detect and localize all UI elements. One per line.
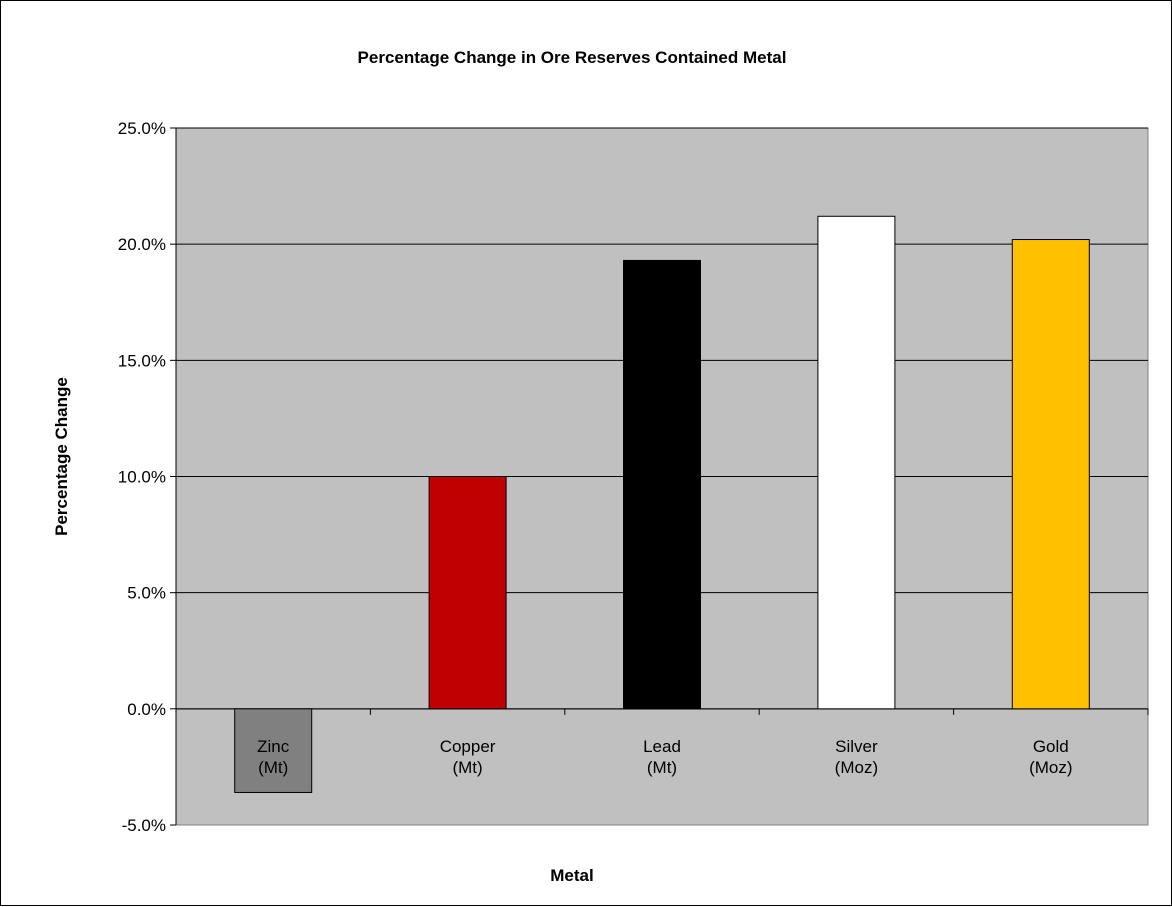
x-axis-title: Metal: [550, 866, 593, 885]
bar-lead: [623, 259, 701, 710]
bar-silver: [817, 215, 896, 710]
category-label: (Moz): [1029, 758, 1072, 777]
bar-zinc: [234, 708, 313, 793]
bar-gold: [1011, 239, 1090, 710]
y-tick-label: 0.0%: [127, 700, 166, 719]
y-tick-label: 25.0%: [118, 119, 166, 138]
category-label: Lead: [643, 737, 681, 756]
category-label: (Mt): [647, 758, 677, 777]
category-label: Zinc: [257, 737, 290, 756]
plot-area: 25.0% 20.0% 15.0% 10.0% 5.0% 0.0% -5.0% Zinc (Mt…: [118, 119, 1149, 835]
category-label: (Mt): [452, 758, 482, 777]
y-tick-label: 15.0%: [118, 351, 166, 370]
category-label: (Moz): [835, 758, 878, 777]
chart-title: Percentage Change in Ore Reserves Contai…: [358, 48, 787, 67]
y-tick-label: 20.0%: [118, 235, 166, 254]
category-label: Copper: [440, 737, 496, 756]
y-tick-label: 10.0%: [118, 468, 166, 487]
y-tick-label: 5.0%: [127, 584, 166, 603]
y-axis-title: Percentage Change: [52, 377, 71, 536]
bar-copper: [428, 476, 507, 710]
category-label: Gold: [1033, 737, 1069, 756]
y-tick-label: -5.0%: [122, 816, 166, 835]
category-label: (Mt): [258, 758, 288, 777]
category-label: Silver: [835, 737, 878, 756]
